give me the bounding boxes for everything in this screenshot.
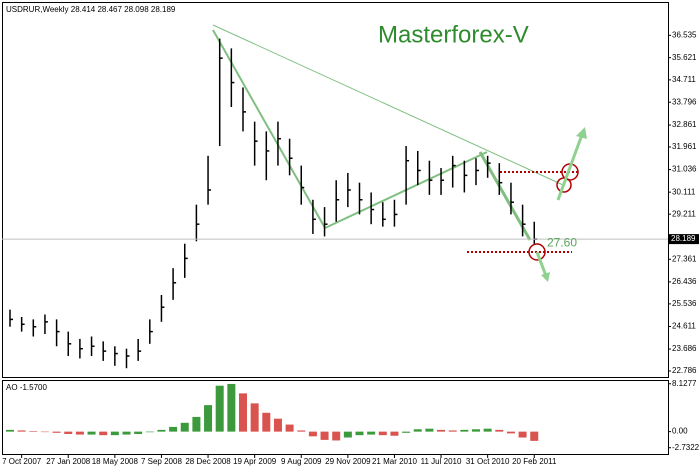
- arrow-head: [576, 127, 587, 139]
- ao-bar: [343, 431, 352, 438]
- ao-panel: [2, 380, 669, 455]
- y-tick-label: 8.1277: [672, 379, 697, 388]
- ao-bar: [250, 403, 259, 432]
- x-tick-label: 20 Feb 2011: [512, 457, 557, 466]
- marker-circle: [556, 177, 572, 193]
- marker-circle: [528, 243, 546, 261]
- ao-bar: [506, 431, 515, 434]
- current-price-label: 28.189: [671, 234, 696, 243]
- ao-bar: [367, 431, 376, 435]
- ao-bar: [390, 431, 399, 436]
- ao-bar: [262, 412, 271, 432]
- x-tick-label: 7 Sep 2008: [141, 457, 182, 466]
- x-tick-label: 7 Oct 2007: [2, 457, 42, 466]
- arrow: [556, 131, 585, 201]
- y-tick-label: 33.796: [672, 97, 697, 106]
- ao-bar: [215, 385, 224, 432]
- ao-bar: [530, 431, 539, 441]
- y-tick-label: 27.361: [672, 254, 697, 263]
- ao-bar: [29, 431, 38, 432]
- current-price-box: [668, 234, 699, 245]
- ao-bar: [483, 428, 492, 432]
- ao-bar: [518, 431, 527, 438]
- y-tick-label: 22.786: [672, 366, 697, 375]
- ao-bar: [495, 429, 504, 432]
- ao-bar: [378, 431, 387, 436]
- y-tick-label: 31.036: [672, 165, 697, 174]
- y-tick-label: 29.211: [672, 209, 696, 218]
- ao-bar: [40, 431, 49, 433]
- ao-bar: [99, 431, 108, 436]
- y-tick-label: 24.611: [672, 322, 696, 331]
- ao-bar: [425, 428, 434, 432]
- x-tick-label: 18 May 2008: [92, 457, 139, 466]
- ao-bar: [239, 393, 247, 432]
- ao-bar: [308, 431, 317, 437]
- ao-bar: [87, 431, 96, 435]
- x-tick-label: 11 Jul 2010: [421, 457, 462, 466]
- ao-bar: [285, 424, 294, 432]
- x-tick-label: 19 Apr 2009: [233, 457, 277, 466]
- ao-bar: [110, 431, 119, 436]
- watermark: Masterforex-V: [378, 21, 529, 48]
- x-tick-label: 21 Mar 2010: [372, 457, 417, 466]
- y-tick-label: 31.961: [672, 142, 697, 151]
- y-tick-label: -2.7322: [672, 443, 700, 452]
- annotation: 27.60: [547, 236, 577, 250]
- x-tick-label: 9 Aug 2009: [281, 457, 322, 466]
- ao-bar: [52, 431, 61, 433]
- ao-bar: [180, 422, 189, 432]
- chart-title: USDRUR,Weekly 28.414 28.467 28.098 28.18…: [6, 5, 176, 14]
- ao-bar: [297, 430, 306, 432]
- ao-bar: [157, 429, 166, 432]
- ao-bar: [332, 431, 341, 441]
- y-tick-label: 30.111: [672, 187, 696, 196]
- x-tick-label: 28 Dec 2008: [185, 457, 231, 466]
- ao-bar: [460, 429, 469, 432]
- x-tick-label: 29 Nov 2009: [325, 457, 371, 466]
- y-tick-label: 26.436: [672, 277, 697, 286]
- ao-bar: [472, 429, 480, 432]
- ao-bar: [192, 416, 201, 432]
- y-tick-label: 36.535: [672, 30, 697, 39]
- ao-bar: [437, 429, 446, 432]
- ao-bar: [355, 431, 364, 436]
- y-tick-label: 0.00: [672, 427, 688, 436]
- trend-line: [212, 24, 564, 186]
- ao-bar: [17, 430, 26, 432]
- ao-bar: [448, 430, 457, 432]
- ao-bar: [320, 431, 329, 440]
- y-tick-label: 32.861: [672, 120, 697, 129]
- ao-bar: [122, 431, 131, 435]
- y-tick-label: 34.711: [672, 75, 696, 84]
- ao-bar: [134, 431, 143, 434]
- arrow: [535, 251, 548, 277]
- ao-bar: [145, 431, 154, 433]
- ao-bar: [204, 405, 213, 432]
- y-tick-label: 25.536: [672, 299, 697, 308]
- ao-bar: [413, 429, 422, 432]
- ao-bar: [273, 418, 282, 432]
- ao-bar: [169, 426, 178, 432]
- ao-title: AO -1.5700: [6, 383, 47, 392]
- ao-bar: [402, 431, 411, 433]
- x-tick-label: 31 Oct 2010: [466, 457, 510, 466]
- y-tick-label: 35.621: [672, 53, 697, 62]
- ao-bar: [6, 429, 14, 432]
- y-tick-label: 23.686: [672, 344, 697, 353]
- main-panel: [2, 2, 669, 378]
- ao-bar: [64, 431, 73, 434]
- ao-bar: [75, 431, 84, 435]
- x-tick-label: 27 Jan 2008: [46, 457, 91, 466]
- ao-bar: [227, 383, 236, 432]
- arrow-head: [541, 272, 550, 282]
